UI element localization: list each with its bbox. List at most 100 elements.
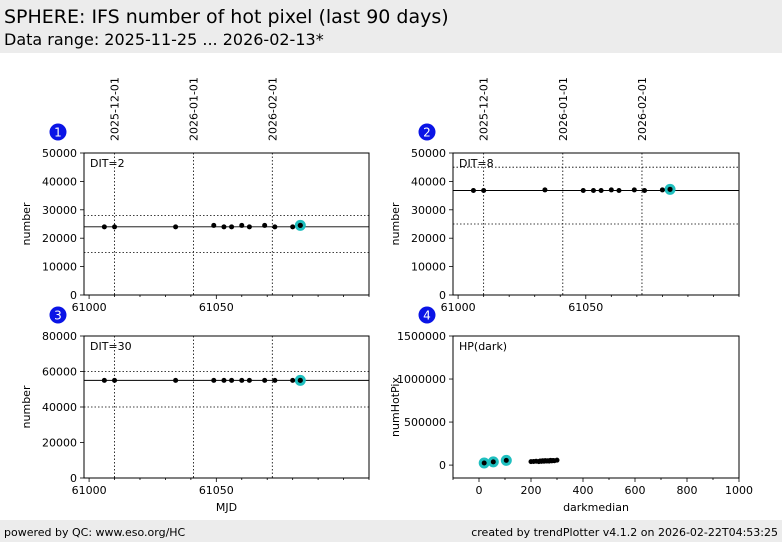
chart-3-y-tick-label: 80000 (42, 330, 77, 343)
chart-1-date-tick-label: 2025-12-01 (109, 77, 122, 141)
chart-2-number-badge (418, 123, 436, 141)
chart-2-data-point (642, 187, 648, 193)
chart-3-y-tick-label: 60000 (42, 366, 77, 379)
chart-2-date-tick-label: 2026-02-01 (636, 77, 649, 141)
chart-2-x-tick-label: 61050 (568, 301, 603, 314)
chart-3-data-point (290, 377, 296, 383)
chart-3-data-point (272, 377, 278, 383)
chart-1-data-point (272, 224, 278, 230)
chart-4-number-badge (418, 306, 436, 324)
chart-1-y-tick-label: 50000 (42, 147, 77, 160)
chart-3-y-tick-label: 20000 (42, 437, 77, 450)
chart-2-data-point (470, 187, 476, 193)
chart-1-data-point (262, 222, 268, 228)
chart-3-data-point (246, 377, 252, 383)
chart-3-data-point (229, 377, 235, 383)
footer-generator: created by trendPlotter v4.1.2 on 2026-0… (471, 526, 778, 539)
chart-3-y-axis-label: number (20, 385, 33, 428)
chart-4-y-tick-label: 0 (439, 459, 446, 472)
chart-4-data-point (554, 457, 560, 463)
footer-credit: powered by QC: www.eso.org/HC (4, 526, 186, 539)
chart-1-y-tick-label: 20000 (42, 232, 77, 245)
chart-4-number-badge-label: 4 (423, 309, 431, 323)
chart-4-x-tick-label: 400 (573, 484, 594, 497)
chart-3-data-point (297, 377, 303, 383)
chart-1-data-point (211, 222, 217, 228)
chart-2-y-tick-label: 30000 (411, 204, 446, 217)
chart-1-y-tick-label: 40000 (42, 175, 77, 188)
chart-3-data-point (173, 377, 179, 383)
chart-1-y-tick-label: 10000 (42, 261, 77, 274)
chart-2-data-point (481, 187, 487, 193)
chart-2-data-point (659, 187, 665, 193)
chart-2-y-tick-label: 10000 (411, 261, 446, 274)
chart-2-y-tick-label: 40000 (411, 175, 446, 188)
chart-4-x-tick-label: 0 (476, 484, 483, 497)
chart-3-data-point (262, 377, 268, 383)
chart-4-y-tick-label: 1500000 (397, 330, 446, 343)
chart-2-data-point (631, 187, 637, 193)
chart-1-data-point (221, 224, 227, 230)
chart-4-panel-label: HP(dark) (459, 340, 507, 353)
chart-1-data-point (101, 224, 107, 230)
header-bar: SPHERE: IFS number of hot pixel (last 90… (0, 0, 782, 53)
chart-3-y-tick-label: 0 (70, 472, 77, 485)
chart-2-y-axis-label: number (389, 202, 402, 245)
chart-3-axes-frame (83, 335, 370, 479)
chart-4-x-axis-label: darkmedian (563, 501, 629, 514)
chart-1-number-badge-label: 1 (54, 126, 62, 140)
chart-2-y-tick-label: 0 (439, 289, 446, 302)
chart-1-data-point (229, 224, 235, 230)
chart-4-x-tick-label: 1000 (725, 484, 753, 497)
chart-4-highlight-center (481, 460, 487, 466)
chart-4-x-tick-label: 600 (625, 484, 646, 497)
chart-1-number-badge (49, 123, 67, 141)
chart-2-data-point (580, 187, 586, 193)
chart-1-x-tick-label: 61050 (199, 301, 234, 314)
chart-1-panel-label: DIT=2 (90, 157, 125, 170)
chart-2-data-point (590, 187, 596, 193)
chart-4-x-tick-label: 200 (521, 484, 542, 497)
trend-plots: 2025-12-01 2026-01-01 2026-02-010100002000… (20, 77, 753, 514)
chart-1-data-point (173, 224, 179, 230)
chart-3-data-point (211, 377, 217, 383)
chart-4-y-axis-label: numHotPix (389, 377, 402, 437)
chart-1-date-tick-label: 2026-01-01 (187, 77, 200, 141)
chart-2-y-tick-label: 20000 (411, 232, 446, 245)
chart-4-highlight-center (490, 459, 496, 465)
chart-2-date-tick-label: 2026-01-01 (557, 77, 570, 141)
chart-4-axes-frame (452, 335, 740, 479)
footer-bar: powered by QC: www.eso.org/HC created by… (0, 520, 782, 542)
chart-2-number-badge-label: 2 (423, 126, 431, 140)
chart-1-y-axis-label: number (20, 202, 33, 245)
chart-3-number-badge (49, 306, 67, 324)
chart-3-x-axis-label: MJD (216, 501, 237, 514)
chart-2-data-point (542, 187, 548, 193)
chart-3-data-point (221, 377, 227, 383)
chart-2-data-point (608, 187, 614, 193)
chart-4-y-tick-label: 500000 (404, 416, 446, 429)
page-title: SPHERE: IFS number of hot pixel (last 90… (4, 6, 449, 28)
chart-1-data-point (112, 224, 118, 230)
chart-3-x-tick-label: 61000 (72, 484, 107, 497)
chart-3-data-point (112, 377, 118, 383)
chart-3-panel-label: DIT=30 (90, 340, 132, 353)
chart-2-x-tick-label: 61000 (441, 301, 476, 314)
chart-2-data-point (616, 187, 622, 193)
chart-3-number-badge-label: 3 (54, 309, 62, 323)
chart-3-x-tick-label: 61050 (199, 484, 234, 497)
chart-1-data-point (239, 222, 245, 228)
chart-1-date-tick-label: 2026-02-01 (266, 77, 279, 141)
chart-1-axes-frame (83, 152, 370, 296)
chart-2-y-tick-label: 50000 (411, 147, 446, 160)
chart-1-data-point (246, 224, 252, 230)
chart-2-axes-frame (452, 152, 740, 296)
chart-2-data-point (667, 186, 673, 192)
data-range-subtitle: Data range: 2025-11-25 ... 2026-02-13* (4, 30, 324, 49)
chart-1-data-point (297, 222, 303, 228)
chart-3-y-tick-label: 40000 (42, 401, 77, 414)
chart-2-date-tick-label: 2025-12-01 (478, 77, 491, 141)
chart-4-x-tick-label: 800 (677, 484, 698, 497)
chart-3-data-point (101, 377, 107, 383)
chart-1-x-tick-label: 61000 (72, 301, 107, 314)
